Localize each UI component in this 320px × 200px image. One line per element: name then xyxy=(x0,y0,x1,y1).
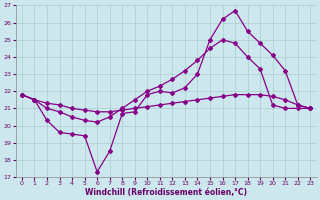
X-axis label: Windchill (Refroidissement éolien,°C): Windchill (Refroidissement éolien,°C) xyxy=(85,188,247,197)
